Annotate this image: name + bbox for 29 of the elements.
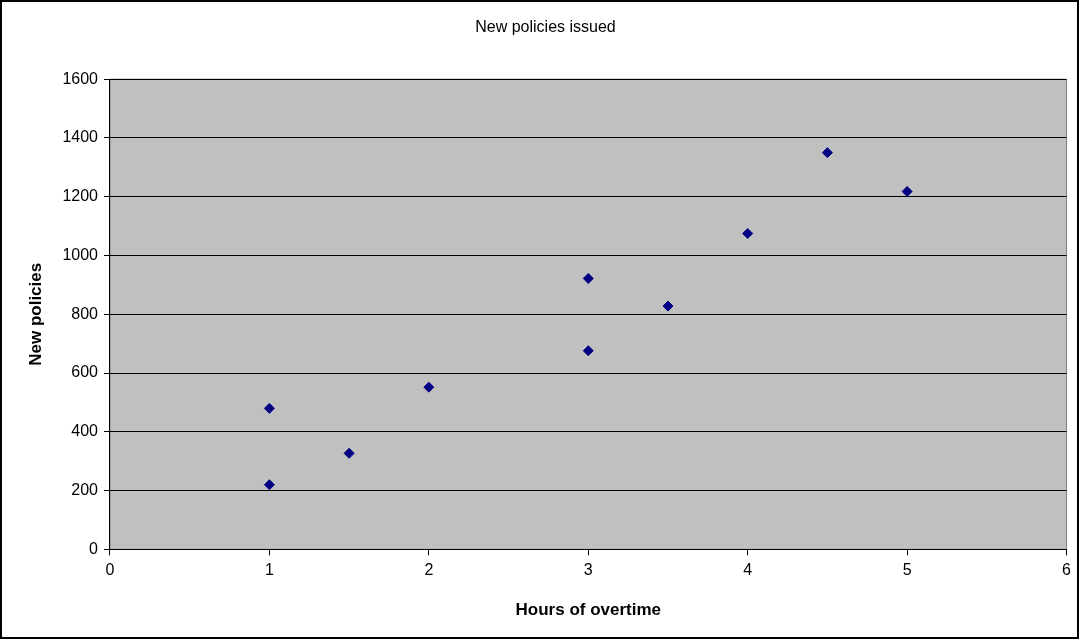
y-tick-label: 1200	[62, 187, 99, 205]
x-axis-title: Hours of overtime	[515, 600, 662, 620]
x-tick-label: 1	[264, 561, 274, 579]
y-tick-label: 200	[71, 481, 99, 499]
point	[423, 381, 435, 393]
point	[901, 185, 913, 197]
x-tick-label: 0	[105, 561, 115, 579]
y-tick-label: 0	[89, 539, 99, 557]
y-tick-label: 600	[71, 363, 99, 381]
x-tick-label: 4	[743, 561, 753, 579]
x-tick-label: 2	[424, 561, 434, 579]
point	[582, 345, 594, 357]
point	[582, 272, 594, 284]
point	[263, 479, 275, 491]
y-tick-label: 1400	[62, 128, 99, 146]
point	[662, 300, 674, 312]
point	[263, 402, 275, 414]
chart-title: New policies issued	[475, 18, 616, 36]
point	[742, 227, 754, 239]
y-tick-label: 1000	[62, 245, 99, 263]
point	[821, 147, 833, 159]
y-tick-label: 1600	[62, 69, 99, 87]
y-axis-title: New policies	[25, 262, 45, 366]
point	[343, 447, 355, 459]
x-tick-label: 3	[583, 561, 593, 579]
y-tick-label: 800	[71, 304, 99, 322]
y-tick-label: 400	[71, 422, 99, 440]
x-tick-label: 5	[902, 561, 912, 579]
x-tick-label: 6	[1062, 561, 1072, 579]
